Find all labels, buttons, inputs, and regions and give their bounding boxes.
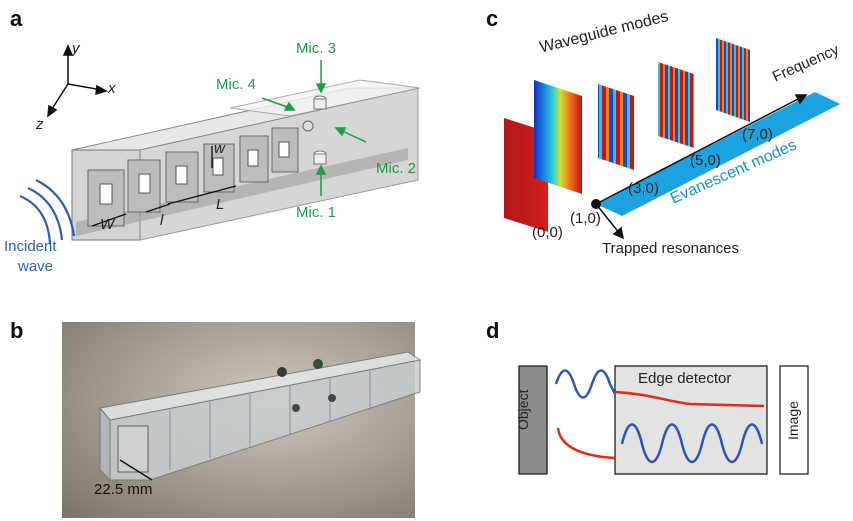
- panel-letter-a: a: [10, 6, 23, 31]
- mic2-label: Mic. 2: [376, 160, 417, 177]
- image-label: Image: [785, 401, 801, 440]
- mic1-label: Mic. 1: [296, 204, 337, 221]
- axis-y-label: y: [72, 40, 80, 57]
- mode-label-5-0: (5,0): [690, 152, 721, 169]
- mode-label-3-0: (3,0): [628, 180, 659, 197]
- mode-label-7-0: (7,0): [742, 126, 773, 143]
- mode-label-1-0: (1,0): [570, 210, 601, 227]
- panel-letter-c: c: [486, 6, 499, 31]
- mode-label-0-0: (0,0): [532, 224, 563, 241]
- mode-panel-7-0: [716, 38, 750, 122]
- edge-detector-label: Edge detector: [638, 370, 732, 387]
- mic3-label: Mic. 3: [296, 40, 337, 57]
- edge-detector-box: [614, 365, 768, 475]
- dim-l-label: l: [160, 212, 164, 229]
- dimension-22-5mm-label: 22.5 mm: [94, 481, 153, 498]
- axis-x-label: x: [108, 80, 116, 97]
- incident-wave-label-2: wave: [18, 258, 54, 275]
- mode-panel-5-0: [658, 62, 694, 148]
- transmitted-propagating-wave: [620, 423, 764, 464]
- detected-evanescent-wave: [614, 390, 765, 408]
- mode-panel-1-0: [534, 80, 582, 194]
- axis-z-label: z: [36, 116, 44, 133]
- origin-dot: [591, 199, 601, 209]
- panel-letter-d: d: [486, 318, 500, 343]
- object-box: [518, 365, 548, 475]
- object-label: Object: [515, 389, 531, 430]
- mic4-label: Mic. 4: [216, 76, 257, 93]
- acoustic-waveguide-model: [71, 79, 421, 241]
- incident-wave-label-1: Incident: [4, 238, 57, 255]
- incoming-propagating-wave: [554, 369, 617, 399]
- image-box: [779, 365, 809, 475]
- trapped-resonances-label: Trapped resonances: [602, 240, 740, 257]
- dim-L-label: L: [216, 196, 225, 213]
- incoming-evanescent-wave: [556, 427, 616, 460]
- panel-letter-b: b: [10, 318, 24, 343]
- dim-W-label: W: [100, 216, 115, 233]
- evanescent-band: [596, 92, 840, 216]
- mode-panel-3-0: [598, 84, 634, 170]
- dim-w-label: w: [214, 140, 225, 157]
